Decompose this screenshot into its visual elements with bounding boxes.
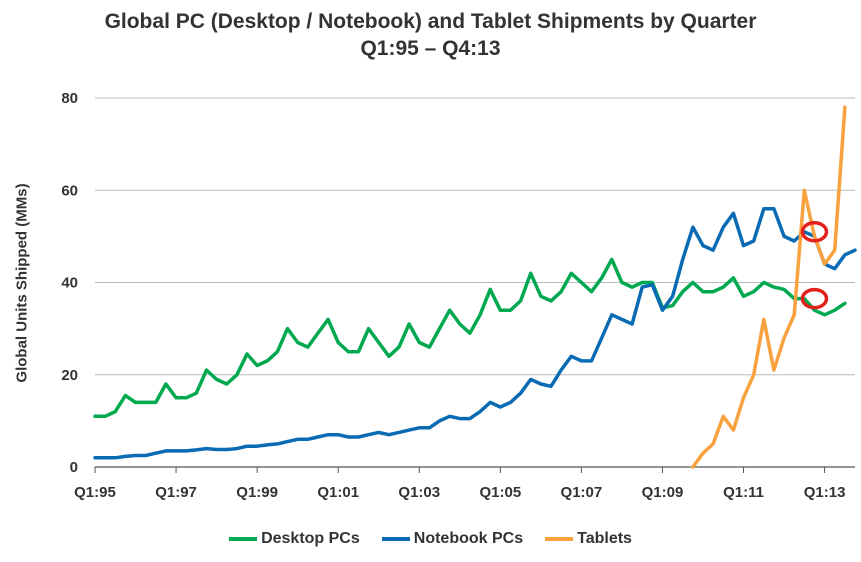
chart-title-line2: Q1:95 – Q4:13 <box>360 37 501 60</box>
x-tick-label: Q1:95 <box>74 484 116 501</box>
x-tick-label: Q1:13 <box>804 484 846 501</box>
series-line-desktop-pcs <box>93 257 847 419</box>
series-line-notebook-pcs <box>93 206 857 460</box>
x-tick-label: Q1:99 <box>236 484 278 501</box>
y-tick-label: 0 <box>70 459 78 476</box>
legend-label: Notebook PCs <box>413 530 524 547</box>
highlight-circle <box>800 221 829 243</box>
legend-label: Tablets <box>577 530 632 547</box>
annotations <box>800 221 829 310</box>
x-tick-label: Q1:03 <box>398 484 440 501</box>
y-tick-label: 60 <box>61 182 78 199</box>
legend-item: Notebook PCs <box>381 530 524 548</box>
y-tick-label: 40 <box>61 275 78 292</box>
series-lines <box>93 105 857 469</box>
highlight-circle <box>800 287 829 310</box>
y-tick-label: 80 <box>61 90 78 107</box>
legend-swatch <box>545 537 574 541</box>
x-tick-labels: Q1:95 Q1:97 Q1:99 Q1:01 Q1:03 Q1:05 Q1:07 Q1:09… <box>74 484 845 501</box>
chart-title: Global PC (Desktop / Notebook) and Table… <box>0 8 861 62</box>
x-tick-label: Q1:11 <box>723 484 764 501</box>
legend: Desktop PCs Notebook PCs Tablets <box>0 530 861 548</box>
x-tick-label: Q1:09 <box>642 484 684 501</box>
chart-title-line1: Global PC (Desktop / Notebook) and Table… <box>104 10 757 33</box>
y-tick-label: 20 <box>61 367 78 384</box>
legend-label: Desktop PCs <box>261 530 360 547</box>
x-tick-label: Q1:05 <box>479 484 521 501</box>
legend-item: Desktop PCs <box>229 530 360 548</box>
legend-swatch <box>381 537 410 541</box>
x-tick-label: Q1:97 <box>155 484 197 501</box>
x-tick-label: Q1:01 <box>317 484 359 501</box>
series-line-tablets <box>691 105 847 469</box>
legend-item: Tablets <box>545 530 632 548</box>
y-tick-labels: 0 20 40 60 80 <box>61 90 78 476</box>
legend-swatch <box>229 537 258 541</box>
x-tick-label: Q1:07 <box>561 484 603 501</box>
